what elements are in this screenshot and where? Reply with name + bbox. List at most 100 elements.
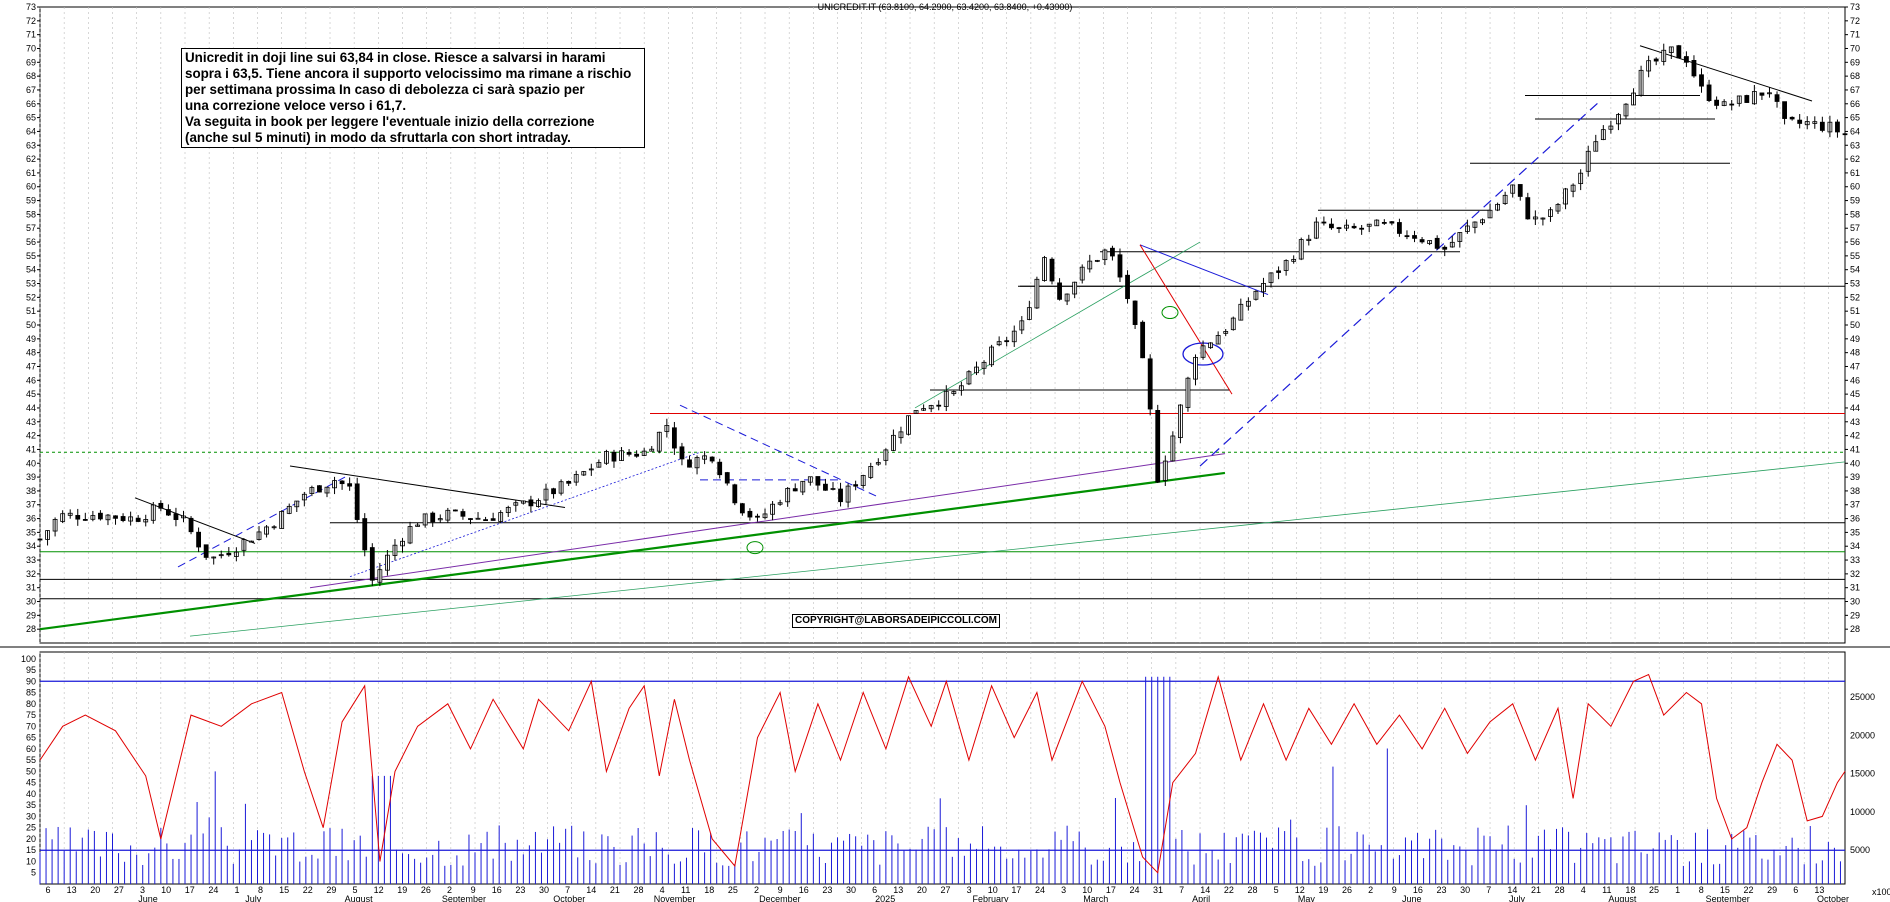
day-tick-label: 6 [45, 885, 50, 895]
price-tick-label-right: 50 [1850, 320, 1860, 330]
rsi-tick-label: 55 [26, 755, 36, 765]
price-tick-label-left: 62 [26, 154, 36, 164]
price-tick-label-left: 63 [26, 140, 36, 150]
green-circle-marker [1161, 306, 1179, 320]
dotted-blue-trend [349, 451, 701, 578]
day-tick-label: 17 [1106, 885, 1116, 895]
day-tick-label: 24 [1035, 885, 1045, 895]
price-tick-label-right: 36 [1850, 514, 1860, 524]
volume-tick-label: 25000 [1850, 692, 1875, 702]
day-tick-label: 22 [1224, 885, 1234, 895]
day-tick-label: 9 [471, 885, 476, 895]
rsi-tick-label: 100 [21, 654, 36, 664]
day-tick-label: 21 [1531, 885, 1541, 895]
day-tick-label: 12 [374, 885, 384, 895]
long-term-trend-line [189, 461, 1846, 637]
green-uptrend-line [914, 241, 1201, 409]
blue-dashed-uptrend [1199, 100, 1601, 467]
price-tick-label-left: 45 [26, 389, 36, 399]
price-tick-label-left: 53 [26, 279, 36, 289]
rsi-tick-label: 45 [26, 778, 36, 788]
month-tick-label: October [1817, 894, 1849, 902]
indicator-panel-frame [39, 651, 1846, 885]
day-tick-label: 16 [1413, 885, 1423, 895]
price-tick-label-right: 54 [1850, 265, 1860, 275]
month-tick-label: April [1192, 894, 1210, 902]
rsi-tick-label: 20 [26, 834, 36, 844]
day-tick-label: 25 [728, 885, 738, 895]
month-tick-label: September [442, 894, 486, 902]
volume-tick-label: 5000 [1850, 845, 1870, 855]
price-tick-label-right: 69 [1850, 57, 1860, 67]
price-tick-label-left: 57 [26, 223, 36, 233]
day-tick-label: 7 [1179, 885, 1184, 895]
month-tick-label: October [553, 894, 585, 902]
price-tick-label-left: 40 [26, 458, 36, 468]
price-tick-label-right: 61 [1850, 168, 1860, 178]
price-tick-label-left: 70 [26, 43, 36, 53]
day-tick-label: 16 [799, 885, 809, 895]
day-tick-label: 2 [754, 885, 759, 895]
month-tick-label: February [972, 894, 1009, 902]
rsi-tick-label: 10 [26, 856, 36, 866]
price-tick-label-right: 58 [1850, 209, 1860, 219]
day-tick-label: 22 [1744, 885, 1754, 895]
analysis-annotation-box: Unicredit in doji line sui 63,84 in clos… [181, 48, 645, 148]
rsi-tick-label: 90 [26, 676, 36, 686]
price-tick-label-left: 35 [26, 527, 36, 537]
day-tick-label: 11 [681, 885, 690, 895]
price-tick-label-left: 32 [26, 569, 36, 579]
day-tick-label: 10 [988, 885, 998, 895]
price-tick-label-right: 30 [1850, 597, 1860, 607]
day-tick-label: 12 [1295, 885, 1305, 895]
price-tick-label-left: 30 [26, 597, 36, 607]
day-tick-label: 9 [1392, 885, 1397, 895]
price-tick-label-left: 69 [26, 57, 36, 67]
price-tick-label-left: 49 [26, 334, 36, 344]
price-tick-label-right: 48 [1850, 348, 1860, 358]
month-tick-label: July [245, 894, 262, 902]
month-tick-label: June [138, 894, 158, 902]
price-tick-label-left: 56 [26, 237, 36, 247]
day-tick-label: 7 [565, 885, 570, 895]
day-tick-label: 23 [1436, 885, 1446, 895]
day-tick-label: 26 [421, 885, 431, 895]
month-tick-label: March [1083, 894, 1108, 902]
day-tick-label: 2 [447, 885, 452, 895]
day-tick-label: 20 [90, 885, 100, 895]
price-tick-label-right: 37 [1850, 500, 1860, 510]
price-tick-label-left: 54 [26, 265, 36, 275]
day-tick-label: 30 [846, 885, 856, 895]
long-term-support-line [39, 471, 1226, 631]
price-tick-label-left: 73 [26, 2, 36, 12]
price-tick-label-right: 67 [1850, 85, 1860, 95]
day-tick-label: 19 [397, 885, 407, 895]
day-tick-label: 27 [114, 885, 124, 895]
month-tick-label: December [759, 894, 801, 902]
day-tick-label: 18 [704, 885, 714, 895]
month-tick-label: August [1608, 894, 1637, 902]
price-tick-label-right: 57 [1850, 223, 1860, 233]
price-tick-label-left: 67 [26, 85, 36, 95]
price-tick-label-right: 31 [1850, 583, 1860, 593]
month-tick-label: May [1298, 894, 1316, 902]
blue-trend-line [1139, 244, 1269, 296]
rsi-tick-label: 85 [26, 688, 36, 698]
day-tick-label: 16 [492, 885, 502, 895]
price-tick-label-left: 55 [26, 251, 36, 261]
copyright-label: COPYRIGHT@LABORSADEIPICCOLI.COM [792, 614, 1000, 628]
price-tick-label-right: 66 [1850, 99, 1860, 109]
price-tick-label-left: 68 [26, 71, 36, 81]
day-tick-label: 22 [303, 885, 313, 895]
blue-dashed-downtrend [679, 404, 881, 499]
day-tick-label: 15 [1720, 885, 1730, 895]
day-tick-label: 3 [967, 885, 972, 895]
price-tick-label-right: 46 [1850, 375, 1860, 385]
day-tick-label: 13 [1814, 885, 1824, 895]
day-tick-label: 28 [1555, 885, 1565, 895]
day-tick-label: 9 [778, 885, 783, 895]
day-tick-label: 27 [940, 885, 950, 895]
price-tick-label-right: 55 [1850, 251, 1860, 261]
day-tick-label: 28 [633, 885, 643, 895]
